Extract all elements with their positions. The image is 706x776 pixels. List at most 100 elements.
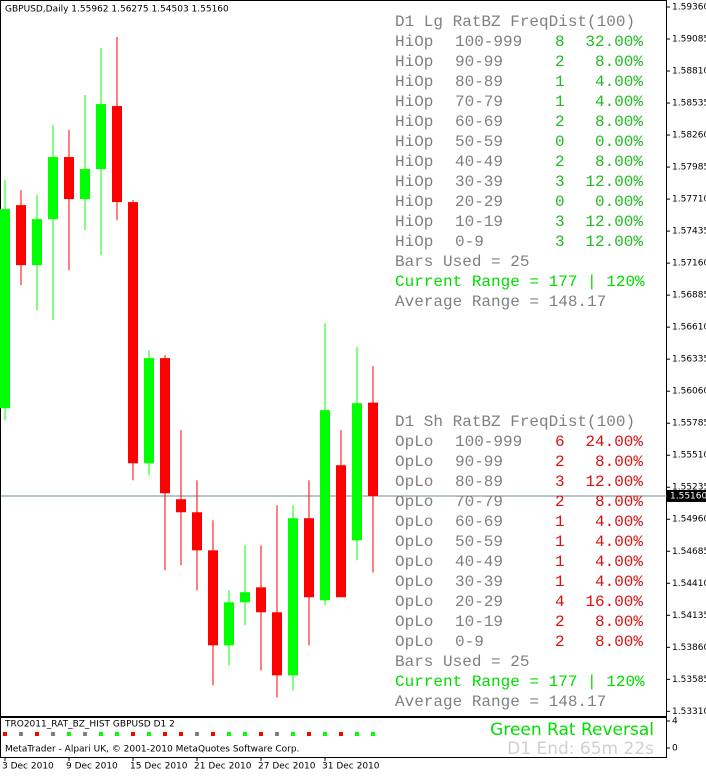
y-tick-label: 1.55235: [672, 483, 706, 493]
stats-label: HiOp: [395, 93, 433, 111]
stats-label: HiOp: [395, 233, 433, 251]
stats-label: OpLo: [395, 593, 433, 611]
bars-used: Bars Used = 25: [395, 253, 529, 271]
stats-label: HiOp: [395, 73, 433, 91]
stats-percent: 24.00%: [585, 433, 643, 451]
stats-range: 100-999: [455, 33, 522, 51]
candle-body: [352, 403, 362, 541]
timer-text: D1 End: 65m 22s: [507, 739, 654, 759]
stats-percent: 4.00%: [595, 573, 643, 591]
stats-range: 0-9: [455, 233, 484, 251]
stats-label: OpLo: [395, 513, 433, 531]
y-tick-label: 1.56610: [672, 323, 706, 333]
stats-range: 70-79: [455, 493, 503, 511]
candle-body: [144, 358, 154, 464]
indicator-tick-label: 4: [672, 717, 678, 727]
signal-dot: [19, 732, 23, 736]
stats-range: 20-29: [455, 193, 503, 211]
indicator-title: TRO2011_RAT_BZ_HIST GBPUSD D1 2: [4, 720, 175, 730]
stats-count: 2: [555, 53, 565, 71]
candle-body: [128, 202, 138, 464]
stats-range: 50-59: [455, 133, 503, 151]
y-tick-label: 1.59085: [672, 35, 706, 45]
signal-dot: [195, 732, 199, 736]
stats-percent: 8.00%: [595, 53, 643, 71]
stats-count: 3: [555, 473, 565, 491]
candle-body: [0, 209, 10, 409]
candle-body: [224, 602, 234, 646]
stats-percent: 4.00%: [595, 553, 643, 571]
candle-body: [96, 104, 106, 170]
stats-percent: 12.00%: [585, 213, 643, 231]
y-tick-label: 1.54410: [672, 579, 706, 589]
stats-range: 90-99: [455, 53, 503, 71]
y-tick-label: 1.57435: [672, 227, 706, 237]
signal-dot: [163, 732, 167, 736]
price-label-box: [667, 489, 706, 502]
stats-range: 60-69: [455, 513, 503, 531]
stats-percent: 12.00%: [585, 173, 643, 191]
stats-count: 3: [555, 233, 565, 251]
stats-range: 30-39: [455, 573, 503, 591]
y-tick-label: 1.55785: [672, 419, 706, 429]
signal-dot: [131, 732, 135, 736]
stats-range: 0-9: [455, 633, 484, 651]
stats-range: 50-59: [455, 533, 503, 551]
stats-range: 70-79: [455, 93, 503, 111]
stats-percent: 12.00%: [585, 473, 643, 491]
stats-percent: 32.00%: [585, 33, 643, 51]
indicator-tick-label: 0: [672, 744, 678, 754]
y-tick-label: 1.56060: [672, 387, 706, 397]
stats-range: 90-99: [455, 453, 503, 471]
signal-dot: [323, 732, 327, 736]
stats-percent: 0.00%: [595, 193, 643, 211]
stats-label: HiOp: [395, 173, 433, 191]
candle-body: [320, 410, 330, 601]
stats-range: 40-49: [455, 553, 503, 571]
stats-range: 100-999: [455, 433, 522, 451]
signal-dot: [147, 732, 151, 736]
stats-percent: 4.00%: [595, 93, 643, 111]
y-tick-label: 1.54135: [672, 611, 706, 621]
stats-percent: 12.00%: [585, 233, 643, 251]
y-tick-label: 1.53860: [672, 643, 706, 653]
stats-percent: 8.00%: [595, 153, 643, 171]
stats-label: HiOp: [395, 213, 433, 231]
candle-body: [16, 205, 26, 266]
stats-count: 1: [555, 73, 565, 91]
stats-count: 6: [555, 433, 565, 451]
stats-count: 1: [555, 513, 565, 531]
stats-range: 10-19: [455, 213, 503, 231]
stats-percent: 4.00%: [595, 73, 643, 91]
stats-count: 1: [555, 533, 565, 551]
candle-body: [112, 106, 122, 203]
chart-title: GBPUSD,Daily 1.55962 1.56275 1.54503 1.5…: [5, 5, 229, 15]
signal-dot: [179, 732, 183, 736]
signal-dot: [259, 732, 263, 736]
stats-percent: 4.00%: [595, 533, 643, 551]
stats-label: OpLo: [395, 533, 433, 551]
stats-label: OpLo: [395, 453, 433, 471]
stats-percent: 8.00%: [595, 113, 643, 131]
signal-text: Green Rat Reversal: [490, 720, 654, 740]
signal-dot: [227, 732, 231, 736]
stats-label: HiOp: [395, 113, 433, 131]
candle-body: [256, 587, 266, 613]
y-tick-label: 1.57985: [672, 163, 706, 173]
stats-count: 1: [555, 553, 565, 571]
signal-dot: [115, 732, 119, 736]
candle-body: [208, 550, 218, 646]
x-tick-label: 21 Dec 2010: [194, 762, 252, 772]
stats-count: 2: [555, 113, 565, 131]
stats-count: 4: [555, 593, 565, 611]
stats-label: OpLo: [395, 473, 433, 491]
stats-count: 3: [555, 173, 565, 191]
x-tick-label: 9 Dec 2010: [66, 762, 118, 772]
stats-label: OpLo: [395, 633, 433, 651]
average-range: Average Range = 148.17: [395, 693, 606, 711]
stats-percent: 8.00%: [595, 633, 643, 651]
stats-percent: 8.00%: [595, 493, 643, 511]
stats-count: 1: [555, 93, 565, 111]
current-range: Current Range = 177 | 120%: [395, 673, 645, 691]
stats-label: HiOp: [395, 33, 433, 51]
